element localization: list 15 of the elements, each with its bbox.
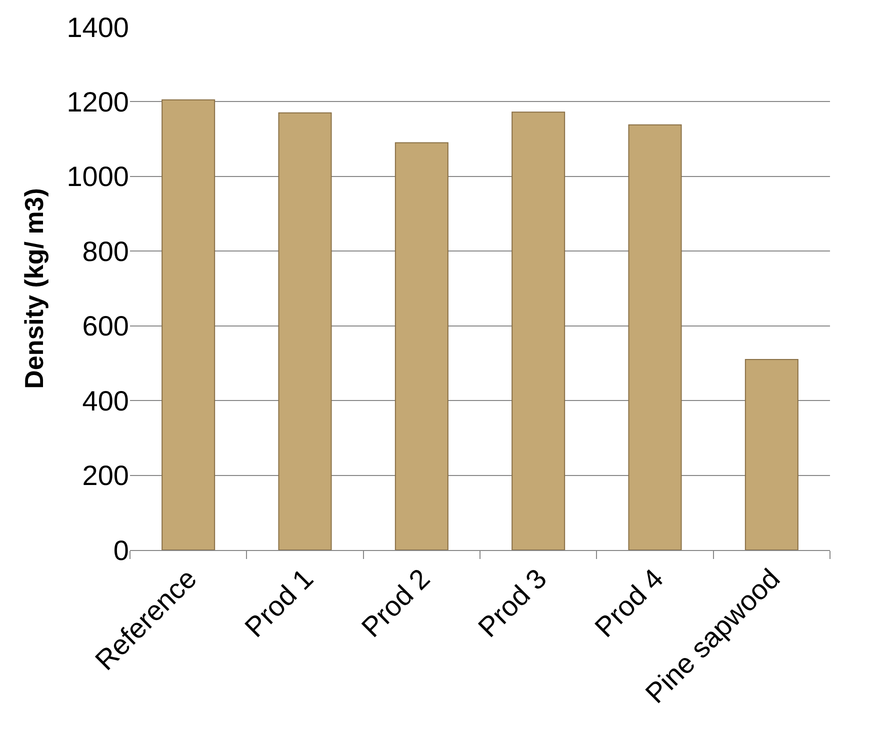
y-tick-label: 1200 [66, 86, 129, 118]
bar [512, 112, 566, 550]
y-tick-label: 800 [82, 236, 129, 267]
bar [744, 358, 798, 550]
bar [628, 124, 682, 550]
bar [394, 142, 448, 550]
y-tick-label: 600 [82, 310, 129, 342]
y-tick-label: 0 [113, 534, 129, 566]
y-axis-title: Density (kg/ m3) [19, 188, 50, 389]
y-tick-label: 1000 [66, 161, 129, 192]
y-tick-label: 400 [82, 385, 129, 416]
bar [278, 112, 332, 550]
y-tick-label: 1400 [66, 12, 129, 43]
bar [162, 99, 216, 550]
y-tick-label: 200 [82, 460, 129, 492]
